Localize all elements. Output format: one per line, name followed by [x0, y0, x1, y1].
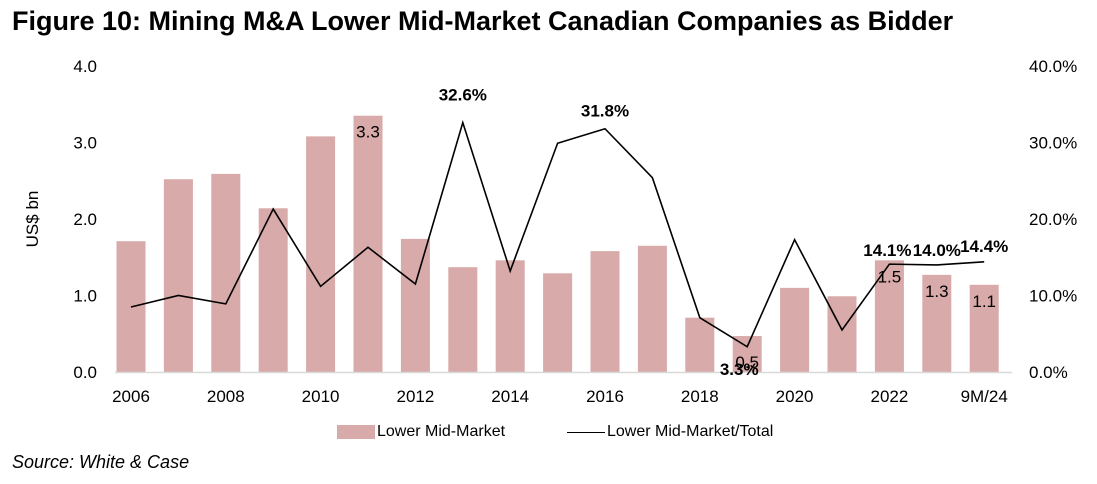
source-note: Source: White & Case [12, 452, 190, 472]
bar-2016 [590, 251, 620, 372]
y-tick-label: 3.0 [73, 134, 97, 153]
bar-2017 [637, 245, 667, 372]
bar-2020 [780, 287, 810, 372]
line-data-label: 31.8% [581, 102, 629, 121]
bar-2007 [163, 179, 193, 372]
y2-tick-label: 10.0% [1029, 287, 1077, 306]
bar-2018 [685, 317, 715, 372]
y-axis-label: US$ bn [23, 191, 42, 248]
bar-2011 [353, 115, 383, 372]
y2-tick-label: 20.0% [1029, 210, 1077, 229]
y-tick-label: 0.0 [73, 363, 97, 382]
x-axis-ticks: 2006 2008 2010 2012 2014 2016 2018 2020 2022 9M/2… [112, 387, 1008, 406]
y-tick-label: 4.0 [73, 57, 97, 76]
bar-2009 [258, 208, 288, 372]
bar-data-label: 1.1 [972, 292, 996, 311]
legend-line-label: Lower Mid-Market/Total [607, 423, 774, 440]
y-tick-label: 2.0 [73, 210, 97, 229]
x-tick-label: 2006 [112, 387, 150, 406]
line-data-label: 32.6% [439, 86, 487, 105]
x-tick-label: 2018 [681, 387, 719, 406]
bar-data-label: 1.3 [925, 282, 949, 301]
line-data-label: 3.3% [720, 360, 759, 379]
legend-bar-label: Lower Mid-Market [377, 423, 506, 440]
x-tick-label: 2014 [491, 387, 529, 406]
y2-tick-label: 0.0% [1029, 363, 1068, 382]
bar-2010 [306, 136, 336, 372]
bar-data-label: 0.5 [735, 353, 759, 372]
line-series-group [130, 119, 985, 348]
x-tick-label: 2020 [776, 387, 814, 406]
legend-item-line: Lower Mid-Market/Total [567, 423, 773, 441]
line-data-label: 14.4% [960, 237, 1008, 256]
line-ratio [130, 119, 985, 348]
y-axis-ticks: 0.0 1.0 2.0 3.0 4.0 [73, 57, 97, 382]
x-tick-label: 2012 [396, 387, 434, 406]
legend-bar-swatch [337, 425, 375, 439]
bar-9M/24 [969, 284, 999, 372]
bar-2015 [543, 273, 573, 372]
line-data-label: 14.1% [863, 241, 911, 260]
y2-tick-label: 40.0% [1029, 57, 1077, 76]
bar-2022 [874, 260, 904, 372]
line-data-label: 14.0% [913, 241, 961, 260]
bar-2019 [732, 336, 762, 372]
bar-data-label: 3.3 [356, 123, 380, 142]
bar-2012 [400, 238, 430, 372]
x-tick-label: 2022 [870, 387, 908, 406]
bar-2014 [495, 260, 525, 372]
bar-2021 [827, 296, 857, 372]
x-tick-label: 9M/24 [961, 387, 1008, 406]
legend-item-bar: Lower Mid-Market [337, 423, 505, 441]
y2-axis-ticks: 0.0% 10.0% 20.0% 30.0% 40.0% [1029, 57, 1077, 382]
bar-2013 [448, 267, 478, 372]
x-tick-label: 2008 [207, 387, 245, 406]
y2-tick-label: 30.0% [1029, 134, 1077, 153]
x-tick-label: 2010 [302, 387, 340, 406]
legend-line-swatch [567, 431, 605, 433]
bars-group [116, 115, 999, 372]
x-tick-label: 2016 [586, 387, 624, 406]
y-tick-label: 1.0 [73, 287, 97, 306]
chart-title: Figure 10: Mining M&A Lower Mid-Market C… [12, 6, 954, 36]
bar-2023 [922, 274, 952, 372]
legend: Lower Mid-Market Lower Mid-Market/Total [0, 423, 1097, 445]
line-labels-group: 32.6% 31.8% 3.3% 14.1% 14.0% 14.4% [439, 86, 1009, 379]
bar-2008 [211, 173, 241, 372]
